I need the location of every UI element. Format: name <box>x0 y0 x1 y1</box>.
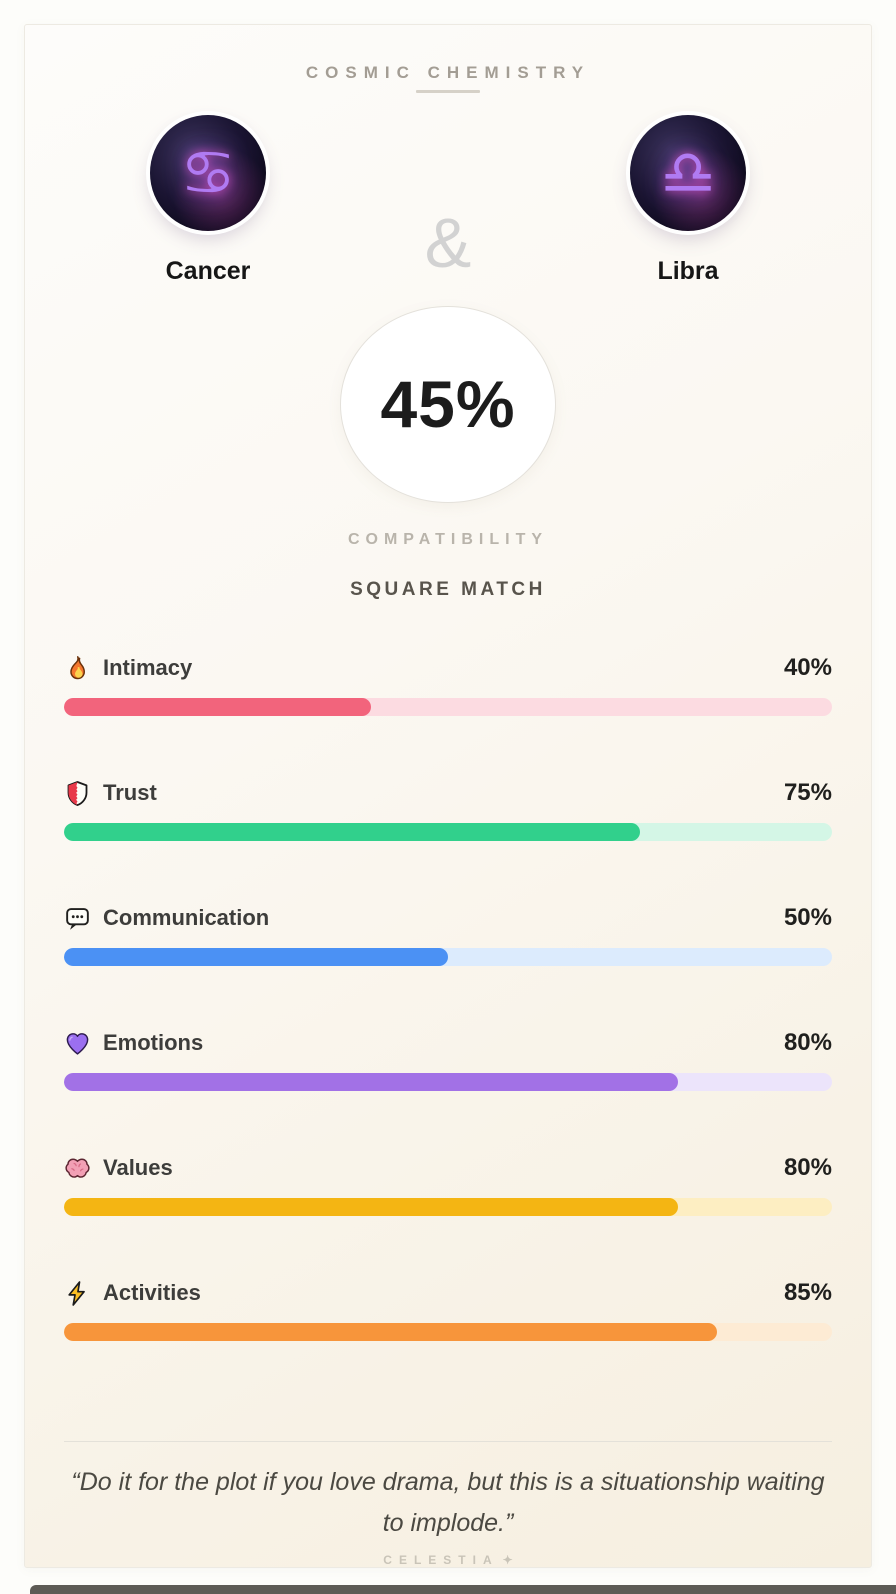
stat-label: Activities <box>103 1280 201 1306</box>
stat-row: Communication 50% <box>64 901 832 1002</box>
stat-label: Communication <box>103 905 270 931</box>
quote-text: “Do it for the plot if you love drama, b… <box>71 1467 825 1537</box>
stat-bar-track <box>64 1073 832 1092</box>
compatibility-card: COSMIC CHEMISTRY ♋ Cancer & ♎ Libra 45% … <box>24 24 872 1568</box>
stat-row: Values 80% <box>64 1151 832 1252</box>
speech-icon <box>64 905 91 932</box>
compatibility-label: COMPATIBILITY <box>347 531 549 549</box>
stat-bar-fill <box>64 698 372 717</box>
stat-bar-track <box>64 948 832 967</box>
stat-bar-fill <box>64 1323 717 1342</box>
stat-label: Values <box>103 1155 173 1181</box>
stat-value: 40% <box>783 654 832 682</box>
stat-value: 80% <box>783 1154 832 1182</box>
brand-name: CELESTIA <box>383 1552 499 1567</box>
stat-label: Intimacy <box>103 655 193 681</box>
bottom-dark-strip <box>30 1585 896 1594</box>
cancer-glyph: ♋ <box>180 135 236 209</box>
heart-icon <box>64 1030 91 1057</box>
divider <box>64 1441 832 1442</box>
stat-value: 75% <box>783 779 832 807</box>
sparkle-icon: ✦ <box>502 1552 513 1567</box>
stat-bar-track <box>64 1323 832 1342</box>
fire-icon <box>64 655 91 682</box>
left-sign-name: Cancer <box>165 256 251 285</box>
cancer-sign-icon: ♋ <box>150 114 266 231</box>
left-sign: ♋ Cancer <box>88 114 328 286</box>
stat-bar-fill <box>64 823 640 842</box>
stat-bar-track <box>64 823 832 842</box>
stat-row: Intimacy 40% <box>64 651 832 752</box>
brain-icon <box>64 1155 91 1182</box>
shield-icon <box>64 780 91 807</box>
ampersand-text: & <box>424 203 472 282</box>
stats-list: Intimacy 40% Trust 75% Communication 50% <box>64 627 832 1377</box>
brand-line: CELESTIA ✦ <box>383 1553 512 1567</box>
stat-row: Activities 85% <box>64 1276 832 1377</box>
stat-label: Trust <box>103 780 157 806</box>
zodiac-pair-row: ♋ Cancer & ♎ Libra <box>88 114 808 286</box>
match-type-label: SQUARE MATCH <box>350 579 546 601</box>
stat-bar-fill <box>64 1073 679 1092</box>
stat-row: Emotions 80% <box>64 1026 832 1127</box>
stat-bar-track <box>64 1198 832 1217</box>
stat-bar-fill <box>64 1198 679 1217</box>
stat-value: 80% <box>783 1029 832 1057</box>
compatibility-score: 45% <box>380 367 516 442</box>
stat-bar-fill <box>64 948 448 967</box>
stat-label: Emotions <box>103 1030 204 1056</box>
title-underline <box>416 90 480 93</box>
stat-bar-track <box>64 698 832 717</box>
bolt-icon <box>64 1280 91 1307</box>
compatibility-score-circle: 45% <box>340 305 556 504</box>
right-sign-name: Libra <box>657 256 719 285</box>
right-sign: ♎ Libra <box>568 114 808 286</box>
page-title: COSMIC CHEMISTRY <box>305 63 591 82</box>
libra-glyph: ♎ <box>660 135 716 209</box>
libra-sign-icon: ♎ <box>630 114 746 231</box>
stat-value: 85% <box>783 1279 832 1307</box>
stat-row: Trust 75% <box>64 776 832 877</box>
stat-value: 50% <box>783 904 832 932</box>
